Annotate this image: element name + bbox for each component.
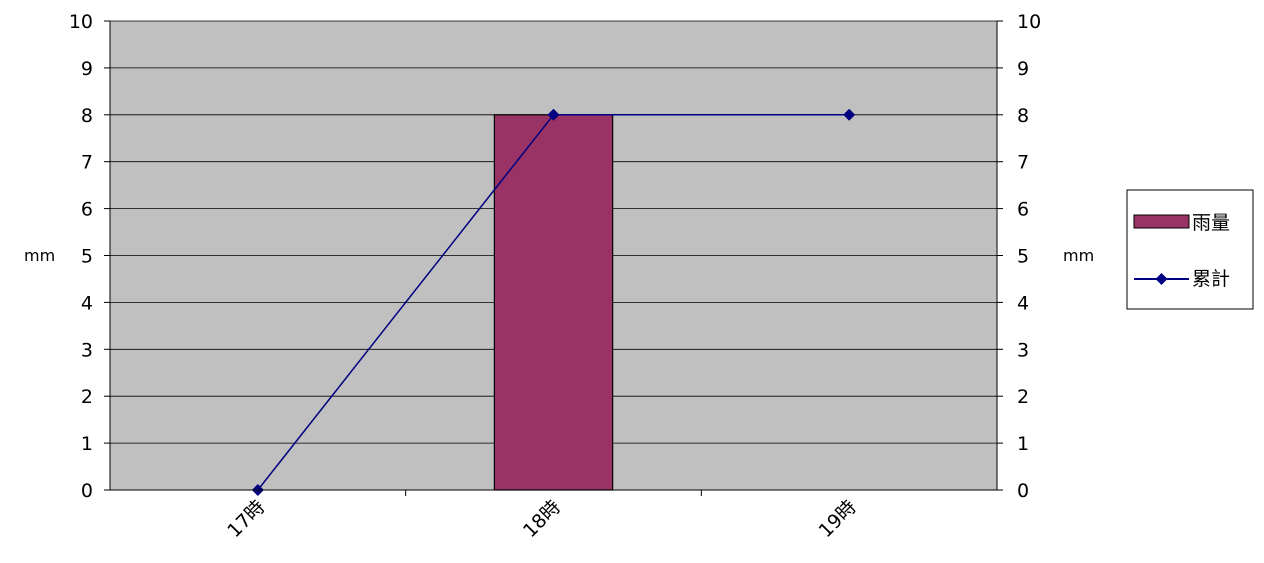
x-tick-label: 19時 <box>815 496 861 542</box>
left-tick-label: 0 <box>81 480 93 502</box>
left-tick-label: 5 <box>81 246 93 268</box>
right-tick-label: 10 <box>1017 11 1041 33</box>
legend-label-cumulative: 累計 <box>1192 268 1230 290</box>
left-tick-label: 3 <box>81 339 93 361</box>
legend: 雨量 累計 <box>1126 189 1254 310</box>
right-tick-label: 9 <box>1017 58 1029 80</box>
left-tick-label: 1 <box>81 433 93 455</box>
right-tick-label: 6 <box>1017 199 1029 221</box>
left-tick-label: 9 <box>81 58 93 80</box>
right-axis-label: mm <box>1063 246 1094 265</box>
right-tick-label: 5 <box>1017 246 1029 268</box>
legend-box <box>1126 189 1254 310</box>
left-tick-label: 8 <box>81 105 93 127</box>
bar <box>493 114 614 491</box>
line-point-marker <box>547 108 560 121</box>
line-series <box>251 108 856 496</box>
x-tick-label: 18時 <box>519 496 565 542</box>
left-tick-label: 6 <box>81 199 93 221</box>
left-axis-label: mm <box>24 246 55 265</box>
right-tick-label: 0 <box>1017 480 1029 502</box>
left-tick-label: 7 <box>81 152 93 174</box>
right-tick-label: 8 <box>1017 105 1029 127</box>
legend-label-rainfall: 雨量 <box>1192 212 1230 234</box>
left-tick-label: 4 <box>81 292 93 314</box>
bar-series <box>493 114 614 491</box>
right-tick-label: 4 <box>1017 292 1029 314</box>
line-point-marker <box>843 108 856 121</box>
right-tick-label: 2 <box>1017 386 1029 408</box>
x-tick-label: 17時 <box>223 496 269 542</box>
x-axis-ticks: 17時 18時 19時 <box>223 490 861 542</box>
left-tick-label: 2 <box>81 386 93 408</box>
left-axis-ticks: 0 1 2 3 4 5 6 7 8 9 10 <box>69 11 110 502</box>
legend-swatch-rainfall <box>1133 214 1190 229</box>
left-tick-label: 10 <box>69 11 93 33</box>
right-axis-ticks: 0 1 2 3 4 5 6 7 8 9 10 <box>997 11 1041 502</box>
right-tick-label: 3 <box>1017 339 1029 361</box>
legend-marker-diamond <box>1155 273 1168 285</box>
right-tick-label: 1 <box>1017 433 1029 455</box>
right-tick-label: 7 <box>1017 152 1029 174</box>
